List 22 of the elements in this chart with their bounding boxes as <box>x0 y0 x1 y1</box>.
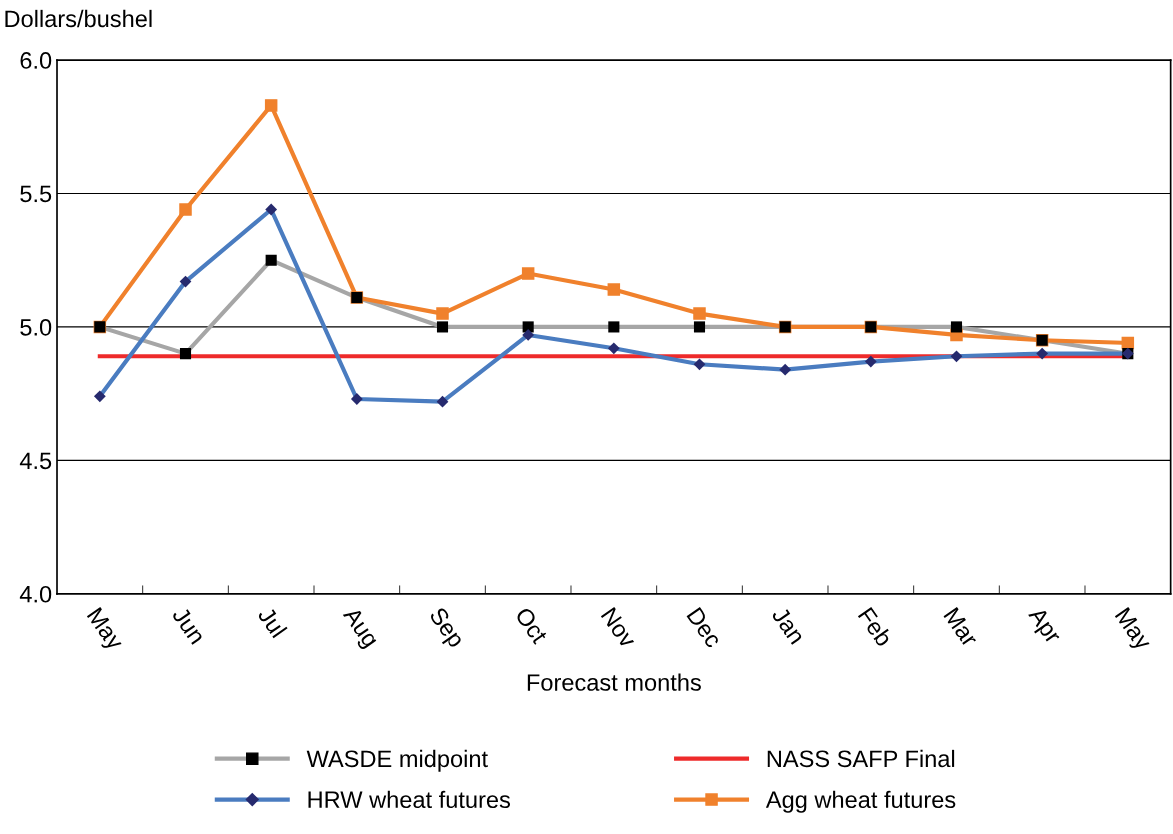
y-tick-label: 4.5 <box>19 452 52 470</box>
y-tick-label: 5.0 <box>20 319 52 336</box>
y-tick-label: 4.0 <box>19 585 52 603</box>
x-tick-label: Oct <box>514 606 549 645</box>
x-tick-label: Mar <box>943 607 979 648</box>
legend-label: WASDE midpoint <box>306 749 488 772</box>
x-tick-label: Apr <box>1024 605 1063 648</box>
x-tick-label: Nov <box>600 607 638 650</box>
x-tick-label: Jul <box>257 605 288 639</box>
y-tick-label: 5.5 <box>20 185 52 203</box>
legend-label: HRW wheat futures <box>308 790 510 809</box>
x-axis-title: Forecast months <box>527 673 701 691</box>
x-tick-label: Sep <box>425 606 466 652</box>
y-tick-label: 6.0 <box>20 52 52 69</box>
x-tick-label: Jan <box>771 605 806 645</box>
x-tick-label: Feb <box>857 606 894 648</box>
y-axis-title: Dollars/bushel <box>5 9 152 28</box>
legend-label: Agg wheat futures <box>765 790 956 813</box>
x-tick-label: Jun <box>171 605 206 645</box>
x-tick-label: Dec <box>686 607 723 649</box>
legend-label: NASS SAFP Final <box>767 749 955 768</box>
x-tick-label: Aug <box>338 605 380 651</box>
